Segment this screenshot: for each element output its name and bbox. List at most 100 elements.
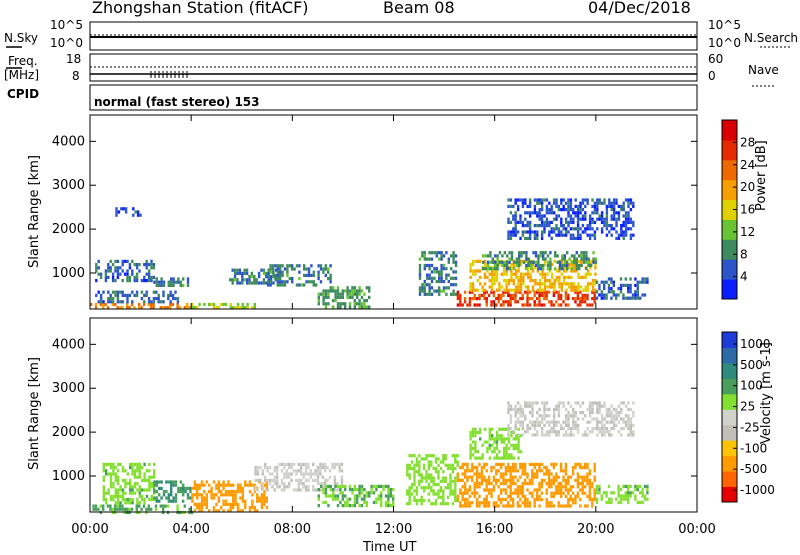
- power-colorbar-swatch: [722, 120, 737, 141]
- power-cell: [133, 306, 136, 310]
- power-cell: [262, 281, 266, 285]
- velocity-cell: [617, 414, 621, 418]
- velocity-cell: [384, 494, 388, 498]
- velocity-cell: [629, 420, 633, 424]
- velocity-cell: [124, 482, 127, 486]
- velocity-cell: [543, 478, 546, 482]
- power-colorbar-tick-label: 16: [740, 203, 755, 217]
- velocity-cell: [222, 502, 225, 506]
- velocity-cell: [200, 509, 204, 513]
- power-cell: [262, 268, 266, 272]
- velocity-cell: [126, 498, 129, 502]
- velocity-cell: [516, 420, 520, 424]
- velocity-cell: [612, 417, 616, 421]
- velocity-cell: [114, 466, 117, 470]
- velocity-cell: [555, 478, 558, 482]
- velocity-cell: [562, 404, 565, 408]
- power-cell: [565, 275, 568, 279]
- power-cell: [486, 254, 490, 258]
- velocity-cell: [483, 488, 486, 492]
- velocity-cell: [456, 498, 460, 502]
- power-cell: [562, 300, 565, 304]
- velocity-cell: [229, 509, 232, 513]
- velocity-cell: [437, 492, 440, 496]
- power-cell: [594, 257, 598, 261]
- cpid-label: CPID: [7, 87, 40, 101]
- velocity-cell: [471, 430, 475, 435]
- power-cell: [236, 302, 240, 307]
- power-cell: [528, 233, 532, 237]
- power-cell: [624, 217, 628, 221]
- velocity-cell: [514, 420, 517, 424]
- power-cell: [353, 302, 356, 306]
- velocity-y-axis-title: Slant Range [km]: [27, 357, 42, 470]
- power-cell: [360, 302, 364, 306]
- velocity-cell: [148, 482, 151, 486]
- velocity-cell: [519, 466, 522, 470]
- power-cell: [577, 285, 580, 289]
- velocity-cell: [469, 450, 472, 454]
- power-cell: [598, 293, 601, 297]
- velocity-cell: [531, 411, 534, 415]
- velocity-cell: [555, 423, 558, 427]
- velocity-cell: [236, 509, 240, 513]
- power-cell: [167, 283, 170, 287]
- power-cell: [570, 254, 574, 258]
- power-cell: [547, 300, 551, 304]
- velocity-cell: [119, 488, 122, 492]
- velocity-cell: [543, 466, 546, 470]
- power-cell: [136, 213, 140, 217]
- velocity-cell: [234, 499, 237, 503]
- velocity-cell: [536, 417, 539, 421]
- velocity-cell: [109, 466, 113, 470]
- velocity-cell: [196, 493, 199, 497]
- velocity-cell: [463, 462, 467, 466]
- velocity-cell: [540, 478, 544, 482]
- velocity-cell: [344, 504, 347, 508]
- power-cell: [547, 290, 551, 294]
- velocity-cell: [413, 482, 416, 487]
- power-cell: [539, 279, 542, 283]
- velocity-cell: [533, 433, 537, 437]
- velocity-cell: [119, 462, 122, 466]
- velocity-cell: [478, 494, 481, 498]
- power-cell: [593, 204, 597, 208]
- velocity-cell: [503, 456, 506, 460]
- velocity-cell: [475, 478, 479, 482]
- power-cell: [271, 267, 275, 271]
- velocity-cell: [153, 462, 156, 466]
- power-cell: [612, 201, 616, 205]
- power-cell: [276, 280, 279, 284]
- velocity-cell: [200, 499, 204, 503]
- velocity-cell: [439, 479, 443, 483]
- power-cell: [274, 277, 277, 281]
- velocity-cell: [415, 492, 419, 496]
- velocity-cell: [486, 440, 489, 444]
- power-cell: [469, 288, 472, 292]
- power-cell: [104, 279, 108, 283]
- power-cell: [450, 276, 453, 280]
- power-cell: [502, 290, 505, 294]
- velocity-cell: [302, 482, 305, 486]
- power-cell: [570, 285, 573, 289]
- velocity-cell: [324, 494, 328, 498]
- power-cell: [600, 293, 603, 297]
- power-cell: [600, 230, 604, 234]
- power-cell: [540, 204, 544, 208]
- velocity-cell: [466, 466, 469, 470]
- velocity-cell: [288, 482, 291, 486]
- velocity-cell: [483, 466, 486, 470]
- velocity-cell: [251, 499, 254, 503]
- power-cell: [528, 201, 532, 205]
- power-cell: [241, 275, 244, 279]
- velocity-cell: [217, 496, 220, 500]
- power-cell: [474, 259, 477, 263]
- velocity-cell: [555, 491, 558, 495]
- velocity-cell: [210, 496, 213, 500]
- power-cell: [568, 257, 571, 261]
- velocity-cell: [619, 494, 623, 498]
- velocity-cell: [333, 488, 336, 492]
- power-cell: [178, 306, 182, 310]
- power-cell: [600, 214, 604, 218]
- velocity-cell: [511, 469, 515, 473]
